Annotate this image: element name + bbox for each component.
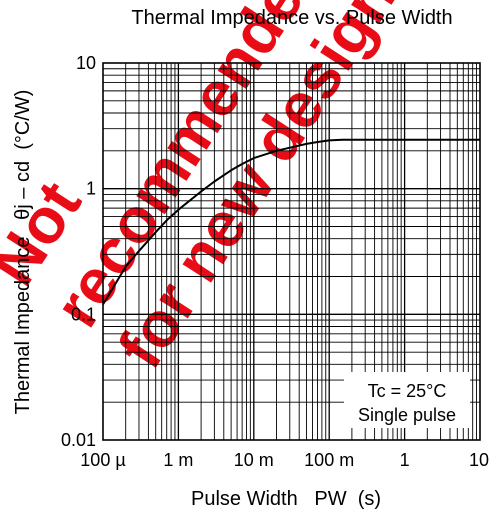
y-tick-label: 0.01 bbox=[61, 430, 96, 450]
plot-frame bbox=[102, 62, 481, 441]
x-tick-label: 100 µ bbox=[80, 450, 125, 470]
series-line-0 bbox=[102, 138, 480, 305]
x-tick-label: 10 bbox=[469, 450, 489, 470]
x-tick-labels: 100 µ 1 m 10 m 100 m 1 10 bbox=[80, 450, 489, 470]
annotation-temperature: Tc = 25°C bbox=[368, 381, 447, 401]
x-tick-label: 100 m bbox=[304, 450, 354, 470]
x-tick-label: 1 bbox=[400, 450, 410, 470]
y-tick-labels: 0.01 0.1 1 10 bbox=[61, 53, 96, 450]
x-tick-label: 1 m bbox=[163, 450, 193, 470]
chart-title: Thermal Impedance vs. Pulse Width bbox=[131, 7, 452, 29]
y-tick-label: 0.1 bbox=[71, 304, 96, 324]
annotation-pulse-type: Single pulse bbox=[358, 405, 456, 425]
y-tick-label: 10 bbox=[76, 53, 96, 73]
y-axis-label: Thermal Impedance θj – cd (°C/W) bbox=[12, 90, 34, 415]
x-tick-label: 10 m bbox=[234, 450, 274, 470]
curve-layer bbox=[102, 138, 480, 305]
y-tick-label: 1 bbox=[86, 179, 96, 199]
annotation-box: Tc = 25°C Single pulse bbox=[344, 372, 470, 428]
x-axis-label: Pulse Width PW (s) bbox=[191, 488, 381, 510]
